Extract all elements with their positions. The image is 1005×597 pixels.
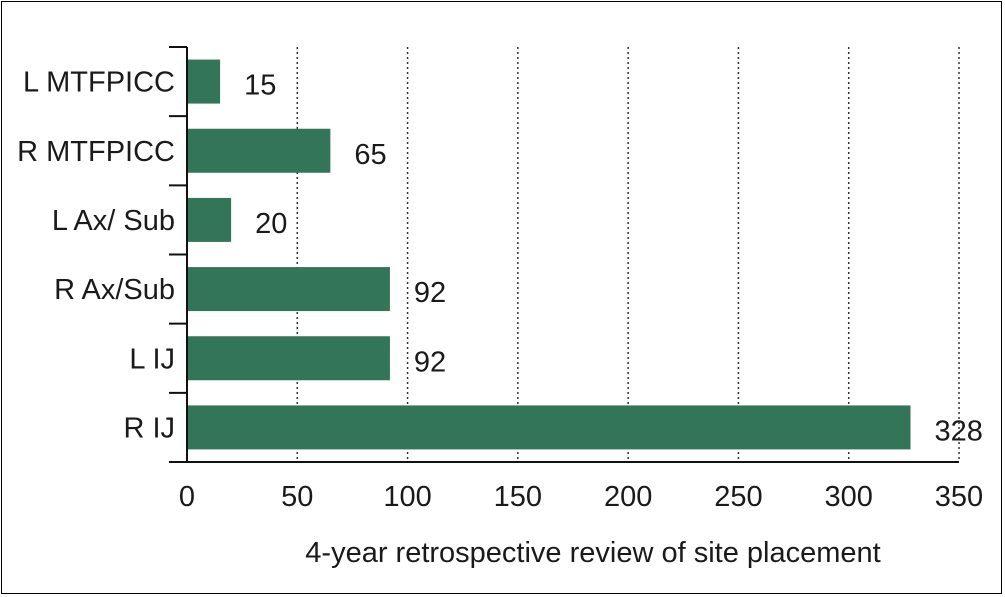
bar-1: [187, 128, 331, 173]
x-tick-label-250: 250: [714, 481, 762, 513]
x-tick-label-150: 150: [494, 481, 542, 513]
data-label-3: 92: [414, 277, 446, 309]
category-label-4: L IJ: [129, 343, 175, 375]
bars: [187, 59, 911, 450]
x-tick-label-350: 350: [935, 481, 983, 513]
x-tick-label-0: 0: [179, 481, 195, 513]
grid-lines: [296, 47, 960, 462]
data-labels: 15 65 20 92 92 328: [244, 70, 983, 448]
category-label-0: L MTFPICC: [23, 67, 175, 99]
data-label-5: 328: [934, 415, 982, 447]
data-label-2: 20: [255, 208, 287, 240]
bar-3: [187, 267, 390, 312]
bar-4: [187, 336, 390, 381]
x-tick-labels: 0 50 100 150 200 250 300 350: [179, 481, 983, 513]
bar-5: [187, 405, 911, 450]
x-tick-label-100: 100: [383, 481, 431, 513]
category-label-1: R MTFPICC: [17, 136, 175, 168]
data-label-0: 15: [244, 70, 276, 102]
category-label-2: L Ax/ Sub: [52, 205, 175, 237]
category-label-3: R Ax/Sub: [54, 274, 175, 306]
category-label-5: R IJ: [123, 412, 175, 444]
bar-0: [187, 59, 221, 104]
data-label-1: 65: [354, 139, 386, 171]
x-tick-label-300: 300: [825, 481, 873, 513]
category-labels: L MTFPICC R MTFPICC L Ax/ Sub R Ax/Sub L IJ R…: [17, 67, 175, 445]
data-label-4: 92: [414, 346, 446, 378]
bar-2: [187, 197, 232, 242]
axes: [169, 46, 959, 463]
x-axis-label: 4-year retrospective review of site plac…: [305, 537, 880, 569]
x-tick-label-200: 200: [604, 481, 652, 513]
x-tick-label-50: 50: [281, 481, 313, 513]
